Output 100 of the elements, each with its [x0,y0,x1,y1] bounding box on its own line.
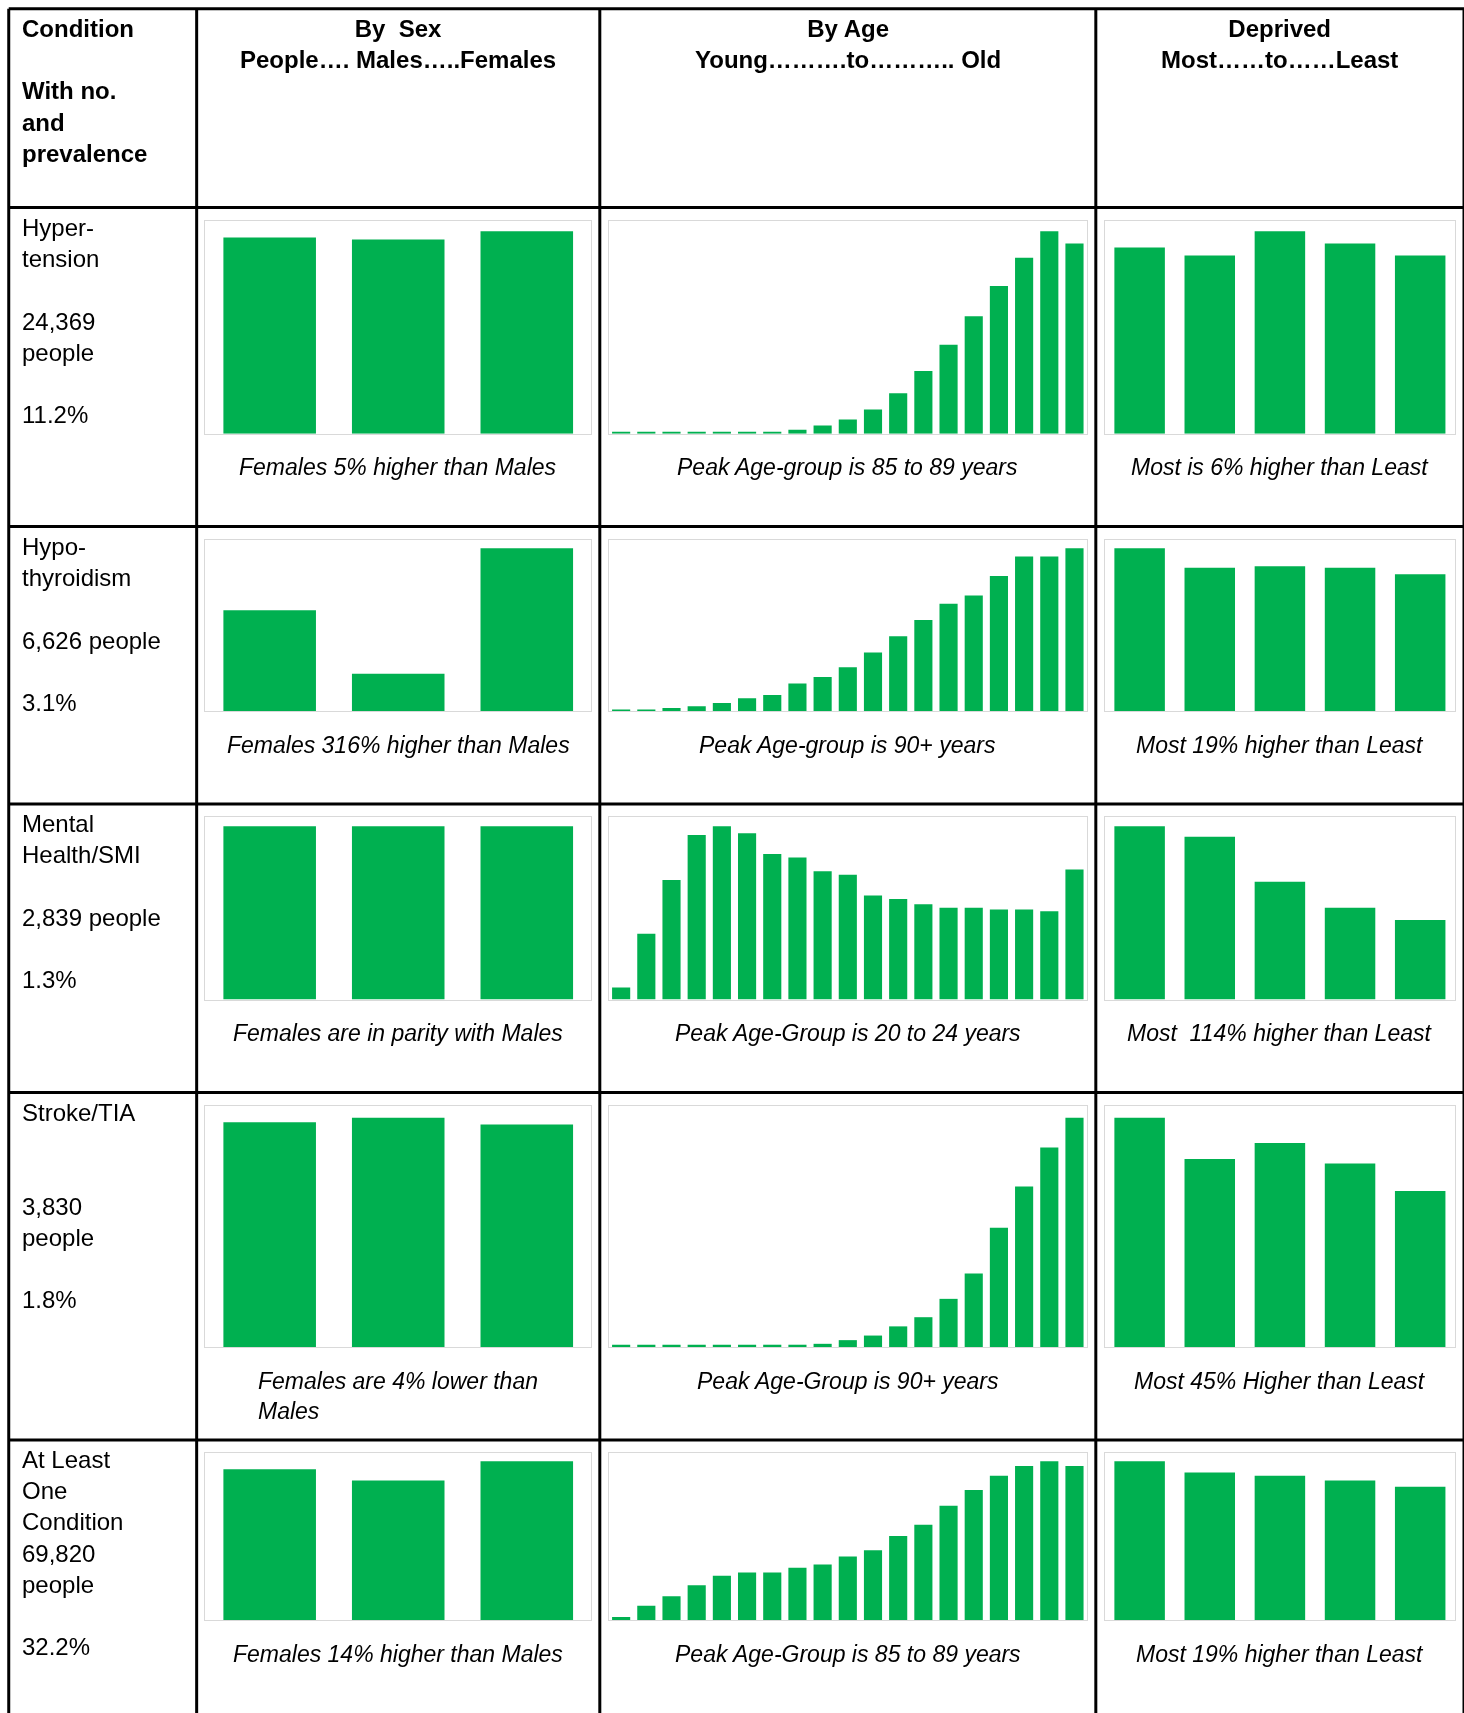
bar [1114,826,1165,1000]
bar [1324,1480,1376,1621]
bar [1065,1117,1084,1348]
bar [889,1535,908,1621]
bar [863,409,883,434]
bar [1040,1461,1059,1621]
bar [1394,1486,1446,1621]
bar [939,603,958,712]
bar [1015,556,1034,712]
bar [788,1567,807,1621]
text: Hypo- thyroidism 6,626 people 3.1% [22,533,161,716]
bar [914,619,933,712]
text: Most 114% higher than Least [1127,1020,1433,1046]
bar [1184,255,1236,434]
bar [1324,1163,1376,1348]
text: Most is 6% higher than Least [1131,454,1430,480]
bar [964,316,983,434]
bar [939,344,958,434]
text: Females are 4% lower than Males [258,1368,538,1424]
bar [838,1340,857,1348]
bar [763,694,782,712]
bar [687,1585,706,1621]
bar [788,1344,807,1348]
bar [1040,231,1059,434]
bar [1065,1466,1084,1621]
bar [914,370,933,434]
bar [1254,566,1306,712]
bar [687,834,706,1000]
bar [1114,1461,1165,1621]
bar [914,904,933,1000]
bar [1065,869,1084,1000]
bar [863,1335,883,1348]
bar [939,907,958,1000]
text: Hyper- tension 24,369 people 11.2% [22,214,100,429]
bar [1254,231,1306,434]
text: Peak Age-group is 90+ years [699,732,996,758]
bar [838,667,857,712]
text: Mental Health/SMI 2,839 people 1.3% [22,810,161,993]
bar [788,857,807,1000]
bar [889,899,908,1000]
text: Deprived Most……to……Least [1161,15,1399,74]
bar [1015,1186,1034,1348]
bar [964,1489,983,1621]
bar [1394,574,1446,712]
bar [863,895,883,1000]
text: Stroke/TIA 3,830 people 1.8% [22,1099,136,1314]
bar [1324,567,1376,712]
text: Most 19% higher than Least [1136,732,1425,758]
bar [1184,1472,1236,1621]
bar [763,1572,782,1621]
bar [1394,1191,1446,1348]
bar [989,909,1008,1000]
bar [889,393,908,434]
text: Most 45% Higher than Least [1134,1368,1426,1394]
text: Peak Age-group is 85 to 89 years [677,454,1019,480]
bar [939,1298,958,1348]
bar [788,683,807,712]
bar [612,1616,631,1621]
bar [989,575,1008,712]
bar [662,880,681,1000]
text: At Least One Condition 69,820 people 32.2% [22,1446,124,1661]
text: Females 5% higher than Males [239,454,557,480]
bar [1015,257,1034,434]
bar [863,652,883,712]
bar [738,698,757,712]
bar [1065,548,1084,712]
bar [989,285,1008,434]
bar [863,1550,883,1621]
bar [1040,1147,1059,1348]
bar [662,1344,681,1348]
text: Condition With no. and prevalence [22,15,148,167]
bar [964,1273,983,1348]
text: By Age Young……….to……….. Old [695,15,1002,74]
bar [914,1524,933,1621]
text: Peak Age-Group is 20 to 24 years [675,1020,1022,1046]
bar [1114,247,1165,434]
bar [1254,881,1306,1000]
bar [1114,548,1165,712]
bar [612,987,631,1000]
bar [813,871,832,1000]
bar [813,676,832,712]
bar [763,854,782,1000]
bar [1040,556,1059,712]
bar [687,706,706,712]
bar [1015,909,1034,1000]
bar [914,1317,933,1348]
bar [1324,243,1376,434]
bar [738,1572,757,1621]
text: Peak Age-Group is 90+ years [697,1368,999,1394]
bar [1184,1158,1236,1348]
bar [989,1227,1008,1348]
bar [738,833,757,1000]
bar [712,703,731,712]
bar [712,1575,731,1621]
bar [989,1475,1008,1621]
text: Peak Age-Group is 85 to 89 years [675,1641,1022,1667]
bar [1254,1475,1306,1621]
bar [939,1505,958,1621]
text: Females are in parity with Males [233,1020,564,1046]
bar [1254,1142,1306,1348]
